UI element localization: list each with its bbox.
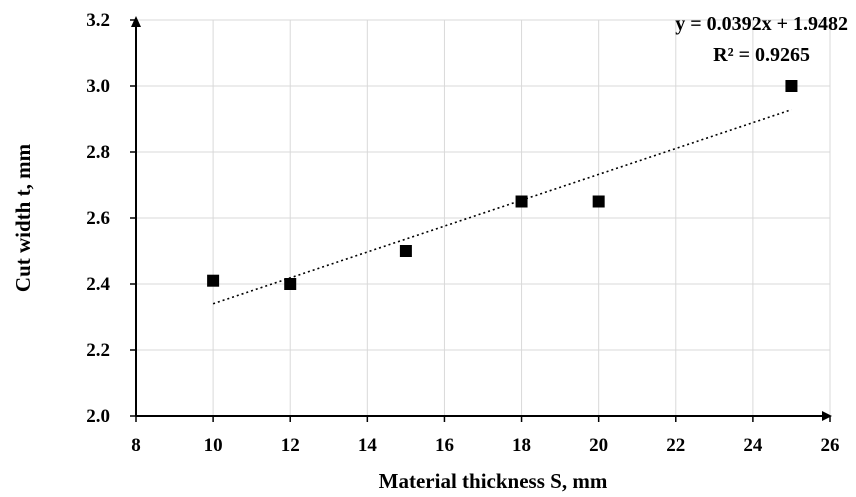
trendline-path [212, 108, 792, 305]
x-tick-label: 10 [204, 435, 223, 456]
x-tick-label: 24 [743, 435, 763, 456]
y-tick-label: 2.0 [86, 406, 110, 427]
x-tick-label: 8 [131, 435, 141, 456]
x-tick-label: 12 [281, 435, 300, 456]
data-point [207, 274, 220, 287]
x-tick-label: 22 [666, 435, 685, 456]
y-tick-label: 2.6 [86, 208, 110, 229]
y-axis-arrow [131, 16, 141, 27]
data-point [515, 195, 528, 208]
axes [130, 16, 832, 422]
trendline [212, 108, 792, 305]
x-tick-label: 26 [821, 435, 840, 456]
y-axis-title: Cut width t, mm [11, 143, 35, 292]
gridlines [136, 19, 831, 416]
y-tick-labels: 2.0 2.2 2.4 2.6 2.8 3.0 3.2 [86, 10, 110, 427]
y-tick-label: 2.2 [86, 340, 110, 361]
y-tick-label: 2.8 [86, 142, 110, 163]
x-axis-arrow [822, 411, 832, 421]
y-tick-label: 3.0 [86, 76, 110, 97]
y-tick-label: 3.2 [86, 10, 110, 31]
r-squared-label: R² = 0.9265 [713, 44, 810, 66]
data-point [399, 245, 412, 257]
x-tick-label: 16 [435, 435, 454, 456]
trendline-equation: y = 0.0392x + 1.9482 [675, 13, 848, 35]
x-tick-labels: 8 10 12 14 16 18 20 22 24 26 [131, 435, 839, 456]
data-point [785, 80, 798, 92]
x-tick-label: 20 [589, 435, 608, 456]
data-points [207, 80, 798, 290]
x-tick-label: 14 [358, 435, 378, 456]
y-tick-label: 2.4 [86, 274, 110, 295]
data-point [284, 278, 297, 290]
data-point [592, 195, 605, 208]
x-axis-title: Material thickness S, mm [379, 469, 608, 493]
x-tick-label: 18 [512, 435, 531, 456]
